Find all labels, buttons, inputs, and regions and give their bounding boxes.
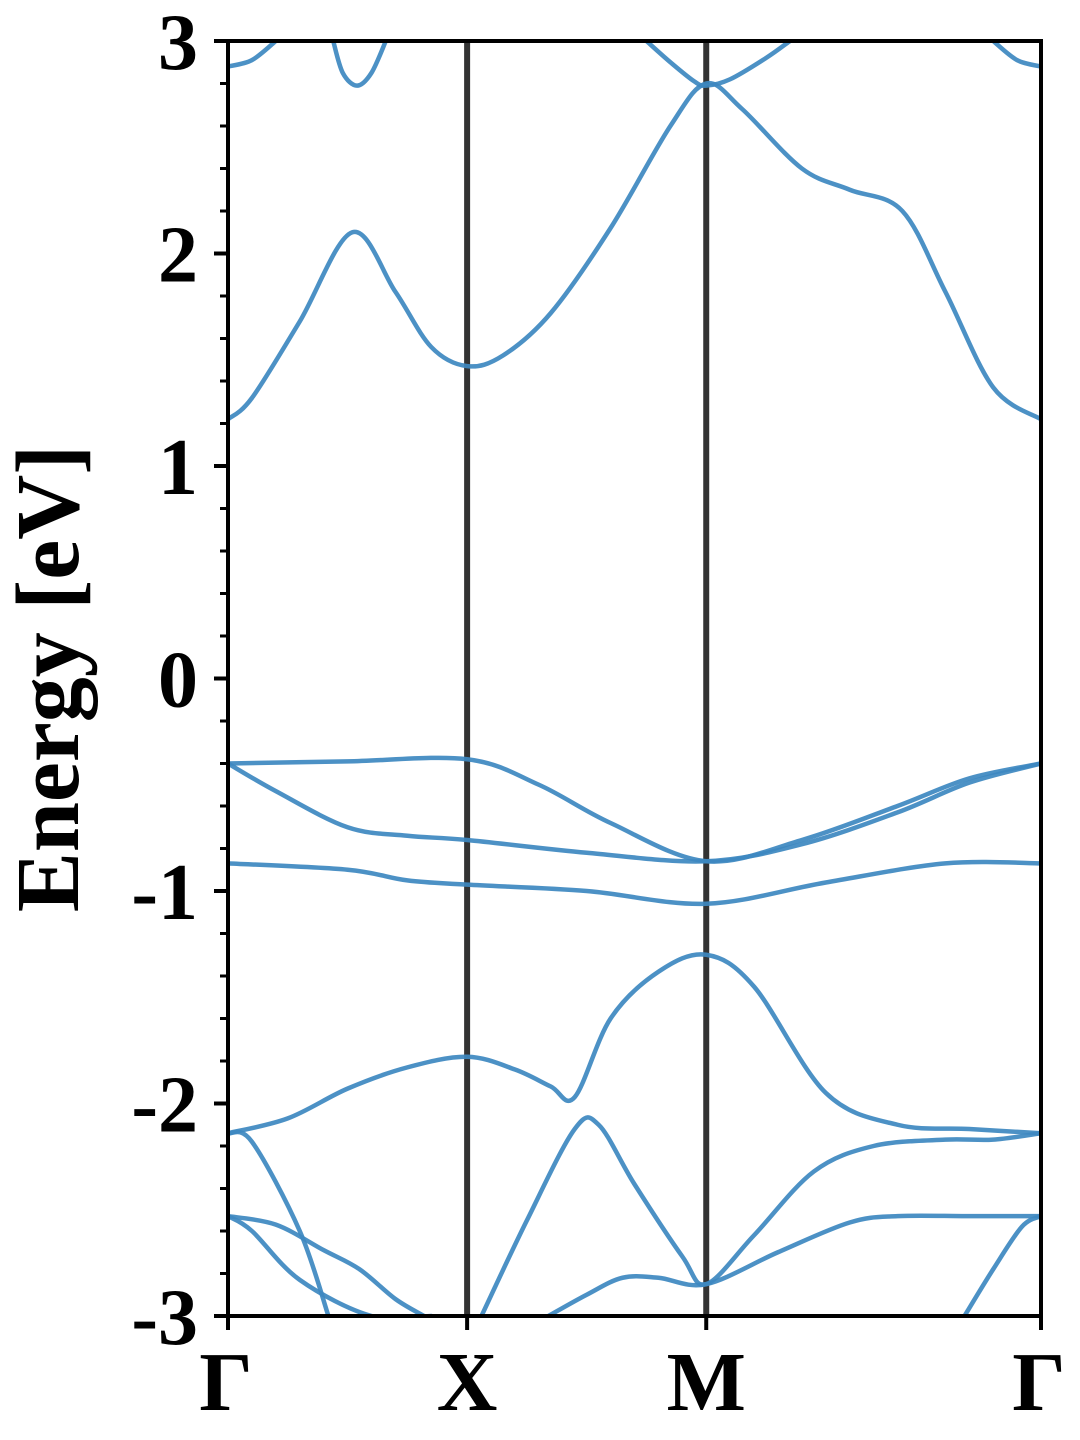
x-tick-label: Γ	[1012, 1336, 1065, 1429]
x-tick-label: M	[667, 1336, 746, 1429]
band-line-12	[228, 1213, 434, 1316]
band-line-1	[228, 80, 1041, 422]
y-tick-label: 1	[158, 424, 198, 512]
band-line-15	[962, 1213, 1041, 1316]
band-line-2	[228, 41, 279, 69]
band-line-14	[546, 1213, 1041, 1316]
band-line-8	[228, 859, 1041, 907]
band-line-9	[228, 952, 1041, 1136]
y-tick-label: -3	[131, 1274, 198, 1362]
band-line-5	[990, 41, 1041, 69]
y-tick-label: 3	[158, 0, 198, 87]
x-tick-label: X	[437, 1336, 498, 1429]
band-line-11	[228, 1213, 427, 1316]
y-tick-label: -2	[131, 1062, 198, 1150]
y-tick-label: 0	[158, 637, 198, 725]
band-line-6	[228, 755, 1041, 864]
band-lines	[228, 41, 1041, 1316]
y-tick-label: -1	[131, 849, 198, 937]
y-tick-label: 2	[158, 212, 198, 300]
high-symmetry-lines	[464, 41, 710, 1316]
band-line-10	[228, 1129, 331, 1316]
y-axis-ticks: 3 2 1 0 -1 -2 -3	[131, 0, 228, 1362]
band-line-3	[330, 41, 389, 88]
band-line-7	[228, 761, 1041, 864]
x-tick-label: Γ	[199, 1336, 252, 1429]
y-axis-label: Energy [eV]	[0, 445, 98, 912]
band-line-4	[644, 41, 793, 88]
